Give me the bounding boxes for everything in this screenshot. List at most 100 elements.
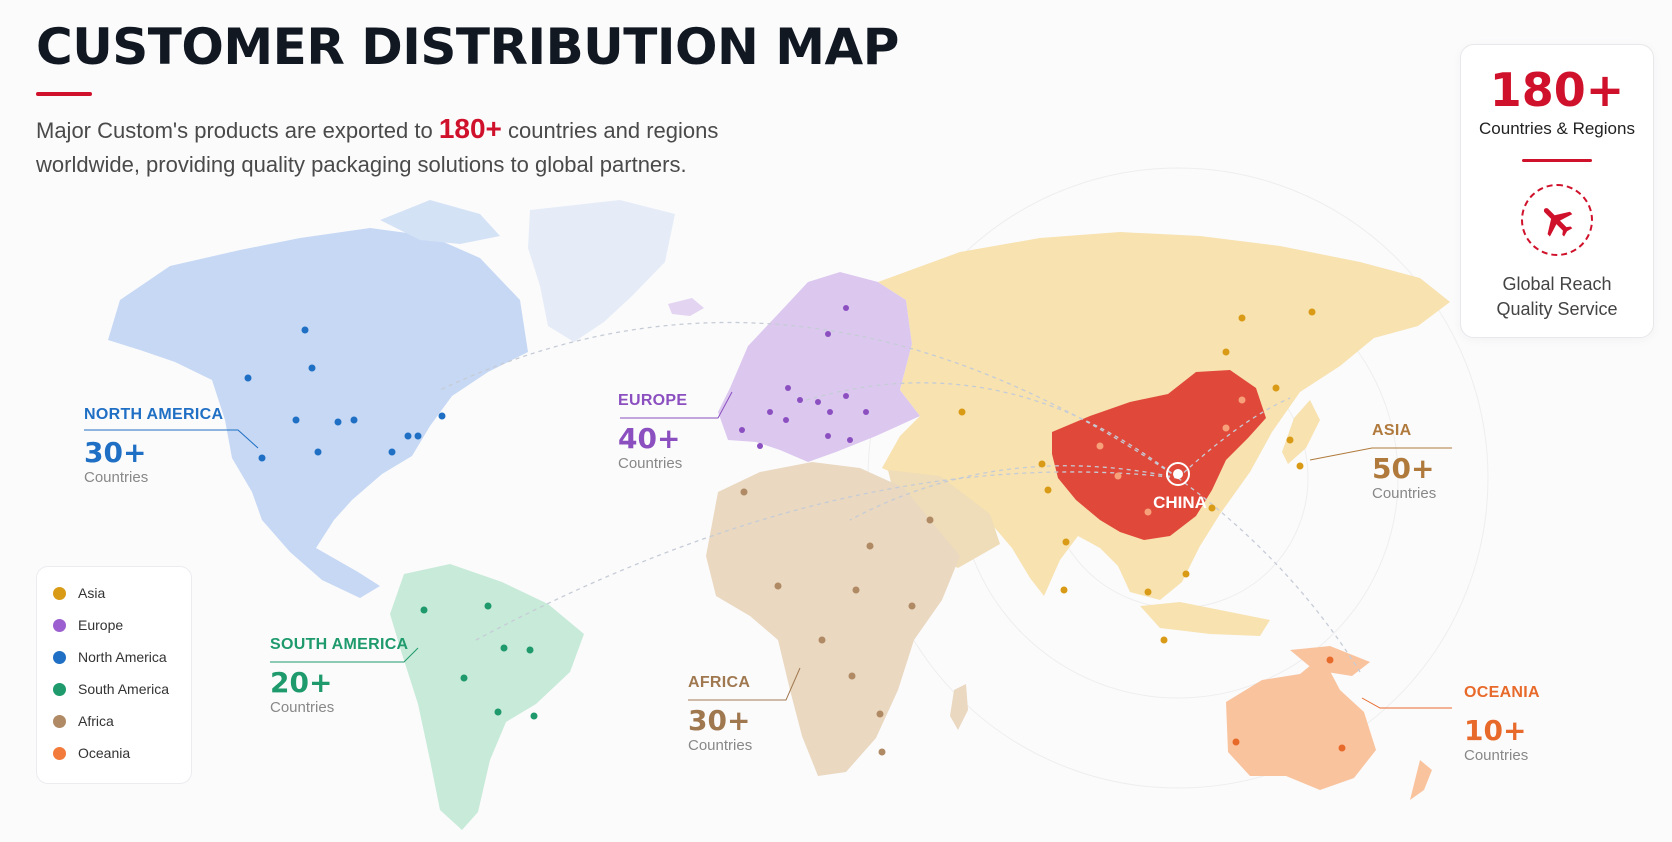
region-label-north-america: NORTH AMERICA 30+ Countries	[84, 406, 223, 486]
location-dot	[847, 437, 853, 443]
location-dot	[1296, 462, 1304, 470]
card-tagline: Global Reach Quality Service	[1461, 272, 1653, 322]
location-dot	[460, 674, 468, 682]
subtitle-text-end: countries and regions worldwide, providi…	[36, 118, 719, 177]
location-dot	[1114, 472, 1122, 480]
page-subtitle: Major Custom's products are exported to …	[36, 112, 796, 182]
region-name: AFRICA	[688, 674, 751, 691]
region-sub: Countries	[688, 737, 753, 754]
location-dot	[334, 418, 342, 426]
connection-arcs	[439, 321, 1361, 673]
region-sub: Countries	[1464, 747, 1529, 764]
location-dot	[1160, 636, 1168, 644]
location-dot	[301, 326, 309, 334]
stat-label: Countries & Regions	[1479, 119, 1635, 138]
location-dot	[958, 408, 966, 416]
canadian-archipelago-shape	[380, 200, 500, 244]
legend-label: Asia	[78, 585, 106, 601]
legend-item-europe: Europe	[37, 609, 191, 641]
region-label-africa: AFRICA 30+ Countries	[688, 674, 752, 754]
subtitle-text-start: Major Custom's products are exported to	[36, 118, 439, 143]
madagascar-shape	[950, 684, 968, 730]
legend-item-north-america: North America	[37, 641, 191, 673]
china-dots	[1096, 396, 1246, 516]
region-name: SOUTH AMERICA	[270, 636, 409, 653]
location-dot	[1326, 656, 1334, 664]
region-count: 50+	[1372, 452, 1435, 485]
location-dot	[818, 636, 826, 644]
location-dot	[1338, 744, 1346, 752]
page-title: CUSTOMER DISTRIBUTION MAP	[36, 18, 899, 76]
location-dot	[739, 427, 745, 433]
legend-item-asia: Asia	[37, 577, 191, 609]
region-sub: Countries	[270, 699, 335, 716]
location-dot	[1038, 460, 1046, 468]
tagline-line-2: Quality Service	[1496, 299, 1618, 319]
legend-label: South America	[78, 681, 170, 697]
region-count: 30+	[688, 704, 751, 737]
location-dot	[308, 364, 316, 372]
south-america-dots	[420, 602, 538, 720]
location-dot	[825, 331, 831, 337]
region-label-europe: EUROPE 40+ Countries	[618, 392, 687, 472]
greenland-shape	[528, 200, 675, 342]
location-dot	[827, 409, 833, 415]
location-dot	[926, 516, 934, 524]
location-dot	[414, 432, 422, 440]
location-dot	[1308, 308, 1316, 316]
arc-africa	[849, 465, 1179, 521]
map-legend: Asia Europe North America South America …	[36, 566, 192, 784]
location-dot	[1238, 396, 1246, 404]
location-dot	[526, 646, 534, 654]
location-dot	[843, 305, 849, 311]
location-dot	[388, 448, 396, 456]
location-dot	[848, 672, 856, 680]
legend-item-south-america: South America	[37, 673, 191, 705]
stats-card: 180+ Countries & Regions Global Reach Qu…	[1460, 44, 1654, 338]
airplane-icon	[1521, 184, 1593, 256]
location-dot	[500, 644, 508, 652]
location-dot	[797, 397, 803, 403]
oceania-dots	[1232, 656, 1346, 752]
location-dot	[314, 448, 322, 456]
location-dot	[1060, 586, 1068, 594]
legend-label: Oceania	[78, 745, 131, 761]
leader-asia	[1309, 447, 1452, 461]
legend-dot	[53, 650, 66, 664]
leader-oceania	[1361, 697, 1452, 709]
legend-label: Europe	[78, 617, 124, 633]
location-dot	[767, 409, 773, 415]
region-count: 30+	[84, 436, 147, 469]
region-sub: Countries	[84, 469, 149, 486]
location-dot	[1044, 486, 1052, 494]
arc-oceania	[1177, 477, 1361, 673]
region-name: ASIA	[1372, 422, 1412, 439]
location-dot	[757, 443, 763, 449]
subtitle-highlight: 180+	[438, 113, 502, 144]
north-america-dots	[244, 326, 446, 462]
location-dot	[350, 416, 358, 424]
location-dot	[878, 748, 886, 756]
label-leader-lines	[84, 391, 1452, 709]
legend-dot	[53, 618, 66, 632]
region-name: NORTH AMERICA	[84, 406, 224, 423]
location-dot	[1144, 588, 1152, 596]
region-count: 10+	[1464, 714, 1527, 747]
legend-dot	[53, 746, 66, 760]
new-zealand-shape	[1410, 760, 1432, 800]
location-dot	[1272, 384, 1280, 392]
location-dot	[1182, 570, 1190, 578]
south-america-shape	[390, 564, 584, 830]
location-dot	[1238, 314, 1246, 322]
region-label-south-america: SOUTH AMERICA 20+ Countries	[270, 636, 408, 716]
legend-dot	[53, 682, 66, 696]
china-shape	[1052, 370, 1266, 540]
location-dot	[783, 417, 789, 423]
location-dot	[876, 710, 884, 718]
africa-shape	[706, 462, 960, 776]
north-america-shape	[108, 228, 528, 598]
europe-dots	[739, 305, 869, 449]
location-dot	[863, 409, 869, 415]
arc-asia	[1177, 397, 1291, 479]
